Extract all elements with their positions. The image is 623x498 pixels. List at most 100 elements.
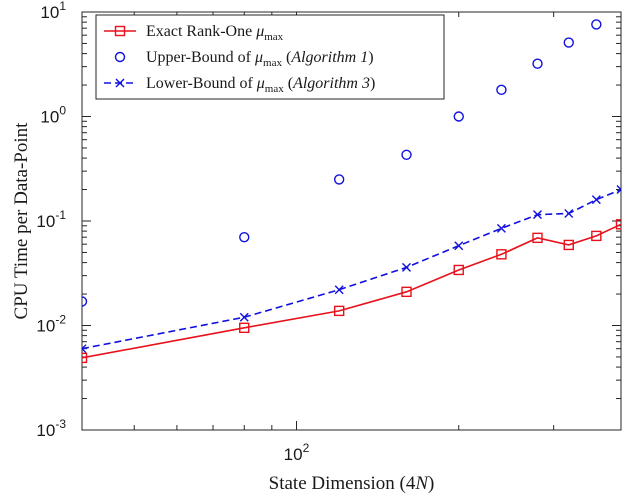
x-marker-stroke (402, 262, 412, 272)
series-2 (82, 1, 623, 307)
square-marker (591, 230, 602, 242)
legend-box (95, 14, 445, 100)
x-marker (239, 312, 249, 322)
x-marker (82, 344, 87, 354)
legend-label-subscript: max (264, 31, 283, 43)
legend-label-text: ) (370, 75, 375, 92)
x-marker-stroke (616, 188, 621, 195)
series-3 (82, 185, 621, 354)
square-marker (496, 249, 507, 260)
y-tick-base: 10 (36, 421, 55, 440)
square-marker (453, 264, 464, 276)
x-marker (533, 210, 543, 220)
y-tick-exponent: 1 (59, 0, 66, 13)
y-tick-base: 10 (36, 317, 55, 336)
y-tick-exponent: -2 (55, 313, 66, 327)
x-marker-stroke (564, 208, 574, 218)
circle-marker (591, 19, 602, 30)
legend-label-text: ( (282, 49, 291, 66)
x-marker-stroke (334, 285, 344, 295)
x-marker-stroke (591, 195, 601, 205)
x-label-text: State Dimension (4 (269, 473, 416, 494)
x-marker-stroke (115, 78, 125, 88)
y-tick-label: 10-2 (36, 313, 66, 336)
circle-marker (453, 111, 464, 122)
legend-label-algorithm: Algorithm 1 (290, 49, 368, 66)
y-tick-exponent: -3 (55, 417, 66, 431)
legend-label-subscript: max (265, 83, 284, 95)
y-tick-base: 10 (40, 3, 59, 22)
circle-marker (333, 174, 345, 185)
square-marker (615, 219, 621, 230)
y-tick-label: 100 (40, 104, 66, 127)
y-tick-label: 101 (40, 0, 66, 22)
x-marker-stroke (82, 344, 87, 350)
square-marker (114, 25, 126, 37)
y-tick-base: 10 (36, 212, 55, 231)
x-marker (115, 78, 125, 88)
square-marker (563, 239, 574, 251)
x-marker (564, 208, 574, 218)
legend-label-algorithm: Algorithm 3 (292, 75, 370, 92)
legend-label-text: Upper-Bound of (146, 49, 255, 66)
legend-label-mu: μ (255, 23, 264, 40)
y-tick-label: 10-3 (36, 417, 66, 440)
x-tick-base: 10 (284, 445, 303, 464)
series-layer (82, 1, 623, 364)
y-tick-exponent: -1 (55, 208, 66, 222)
x-marker-stroke (616, 185, 621, 191)
legend-entry: Upper-Bound of μmax (Algorithm 1) (114, 49, 374, 69)
x-marker (334, 285, 344, 295)
circle-marker (532, 58, 543, 69)
x-marker-stroke (239, 312, 249, 322)
y-tick-label: 10-1 (36, 208, 66, 231)
legend-label-text: ) (368, 49, 373, 66)
circle-marker (82, 296, 88, 307)
square-marker (239, 322, 250, 334)
x-tick-exponent: 2 (303, 441, 310, 455)
x-marker (402, 262, 412, 272)
y-tick-exponent: 0 (59, 104, 66, 118)
legend-entry: Lower-Bound of μmax (Algorithm 3) (104, 75, 375, 95)
x-marker (591, 195, 601, 205)
x-marker-stroke (496, 223, 506, 233)
circle-marker (114, 51, 126, 63)
square-marker (532, 232, 543, 244)
legend-label-text: Exact Rank-One (146, 23, 256, 40)
x-marker-stroke (533, 210, 543, 220)
legend-label-mu: μ (254, 49, 263, 66)
circle-marker (617, 1, 623, 10)
series-1 (82, 219, 621, 364)
x-marker (616, 185, 621, 195)
series-line (82, 223, 621, 359)
circle-marker (401, 149, 412, 161)
legend-label-text: ( (284, 75, 293, 92)
y-axis-label: CPU Time per Data-Point (11, 122, 32, 320)
legend-label-subscript: max (263, 57, 282, 69)
square-marker (333, 305, 345, 317)
legend-label: Exact Rank-One μmax (146, 23, 284, 43)
square-marker (401, 286, 412, 298)
x-marker (496, 223, 506, 233)
x-marker-stroke (454, 241, 464, 251)
circle-marker (563, 37, 574, 48)
x-axis-label: State Dimension (4N) (269, 473, 435, 494)
x-marker (454, 241, 464, 251)
x-marker-stroke (82, 347, 87, 354)
legend-label: Lower-Bound of μmax (Algorithm 3) (146, 75, 375, 95)
legend-label-text: Lower-Bound of (146, 75, 257, 92)
y-tick-base: 10 (40, 108, 59, 127)
legend-label-mu: μ (256, 75, 265, 92)
x-label-variable: N (414, 473, 429, 494)
x-tick-label: 102 (284, 441, 310, 464)
square-marker (82, 352, 88, 364)
circle-marker (496, 84, 507, 96)
x-label-text: ) (428, 473, 434, 494)
legend-entry: Exact Rank-One μmax (104, 23, 284, 43)
series-line (82, 188, 621, 350)
legend-label: Upper-Bound of μmax (Algorithm 1) (146, 49, 374, 69)
circle-marker (239, 231, 250, 243)
